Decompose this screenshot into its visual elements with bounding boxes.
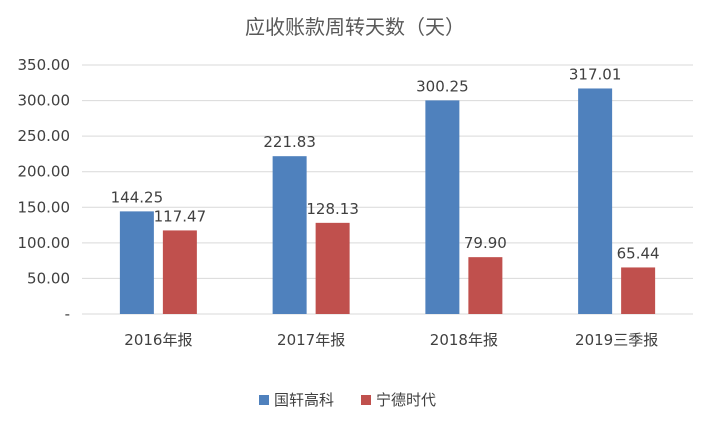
y-tick-label: 300.00 — [18, 92, 71, 110]
legend-label: 国轩高科 — [274, 391, 334, 409]
data-label: 221.83 — [263, 133, 316, 151]
bar-catl — [315, 222, 350, 314]
bars — [119, 88, 656, 314]
data-label: 300.25 — [416, 77, 469, 95]
x-tick-label: 2019三季报 — [575, 331, 658, 349]
legend-swatch — [361, 395, 371, 405]
data-label: 144.25 — [111, 188, 164, 206]
bar-catl — [162, 230, 197, 314]
legend-label: 宁德时代 — [376, 391, 436, 409]
bar-catl — [468, 257, 503, 314]
legend: 国轩高科 宁德时代 — [259, 391, 436, 409]
y-axis-ticks: - 50.00 100.00 150.00 200.00 250.00 300.00 350.… — [18, 56, 71, 323]
bar-guoxuan — [272, 156, 307, 314]
data-label: 79.90 — [464, 234, 507, 252]
y-tick-label: - — [65, 305, 70, 323]
chart-title: 应收账款周转天数（天） — [245, 15, 465, 39]
y-tick-label: 150.00 — [18, 198, 71, 216]
y-tick-label: 100.00 — [18, 234, 71, 252]
bar-guoxuan — [119, 211, 154, 314]
x-axis-labels: 2016年报 2017年报 2018年报 2019三季报 — [124, 331, 658, 349]
data-label: 128.13 — [306, 200, 359, 218]
data-label: 117.47 — [154, 207, 207, 225]
x-tick-label: 2018年报 — [430, 331, 498, 349]
y-tick-label: 350.00 — [18, 56, 71, 74]
y-tick-label: 50.00 — [27, 269, 70, 287]
legend-swatch — [259, 395, 269, 405]
data-label: 317.01 — [569, 65, 622, 83]
x-tick-label: 2016年报 — [124, 331, 192, 349]
data-label: 65.44 — [617, 244, 660, 262]
x-tick-label: 2017年报 — [277, 331, 345, 349]
y-tick-label: 200.00 — [18, 163, 71, 181]
bar-guoxuan — [425, 100, 460, 314]
bar-catl — [621, 267, 656, 314]
bar-guoxuan — [578, 88, 613, 314]
y-tick-label: 250.00 — [18, 127, 71, 145]
